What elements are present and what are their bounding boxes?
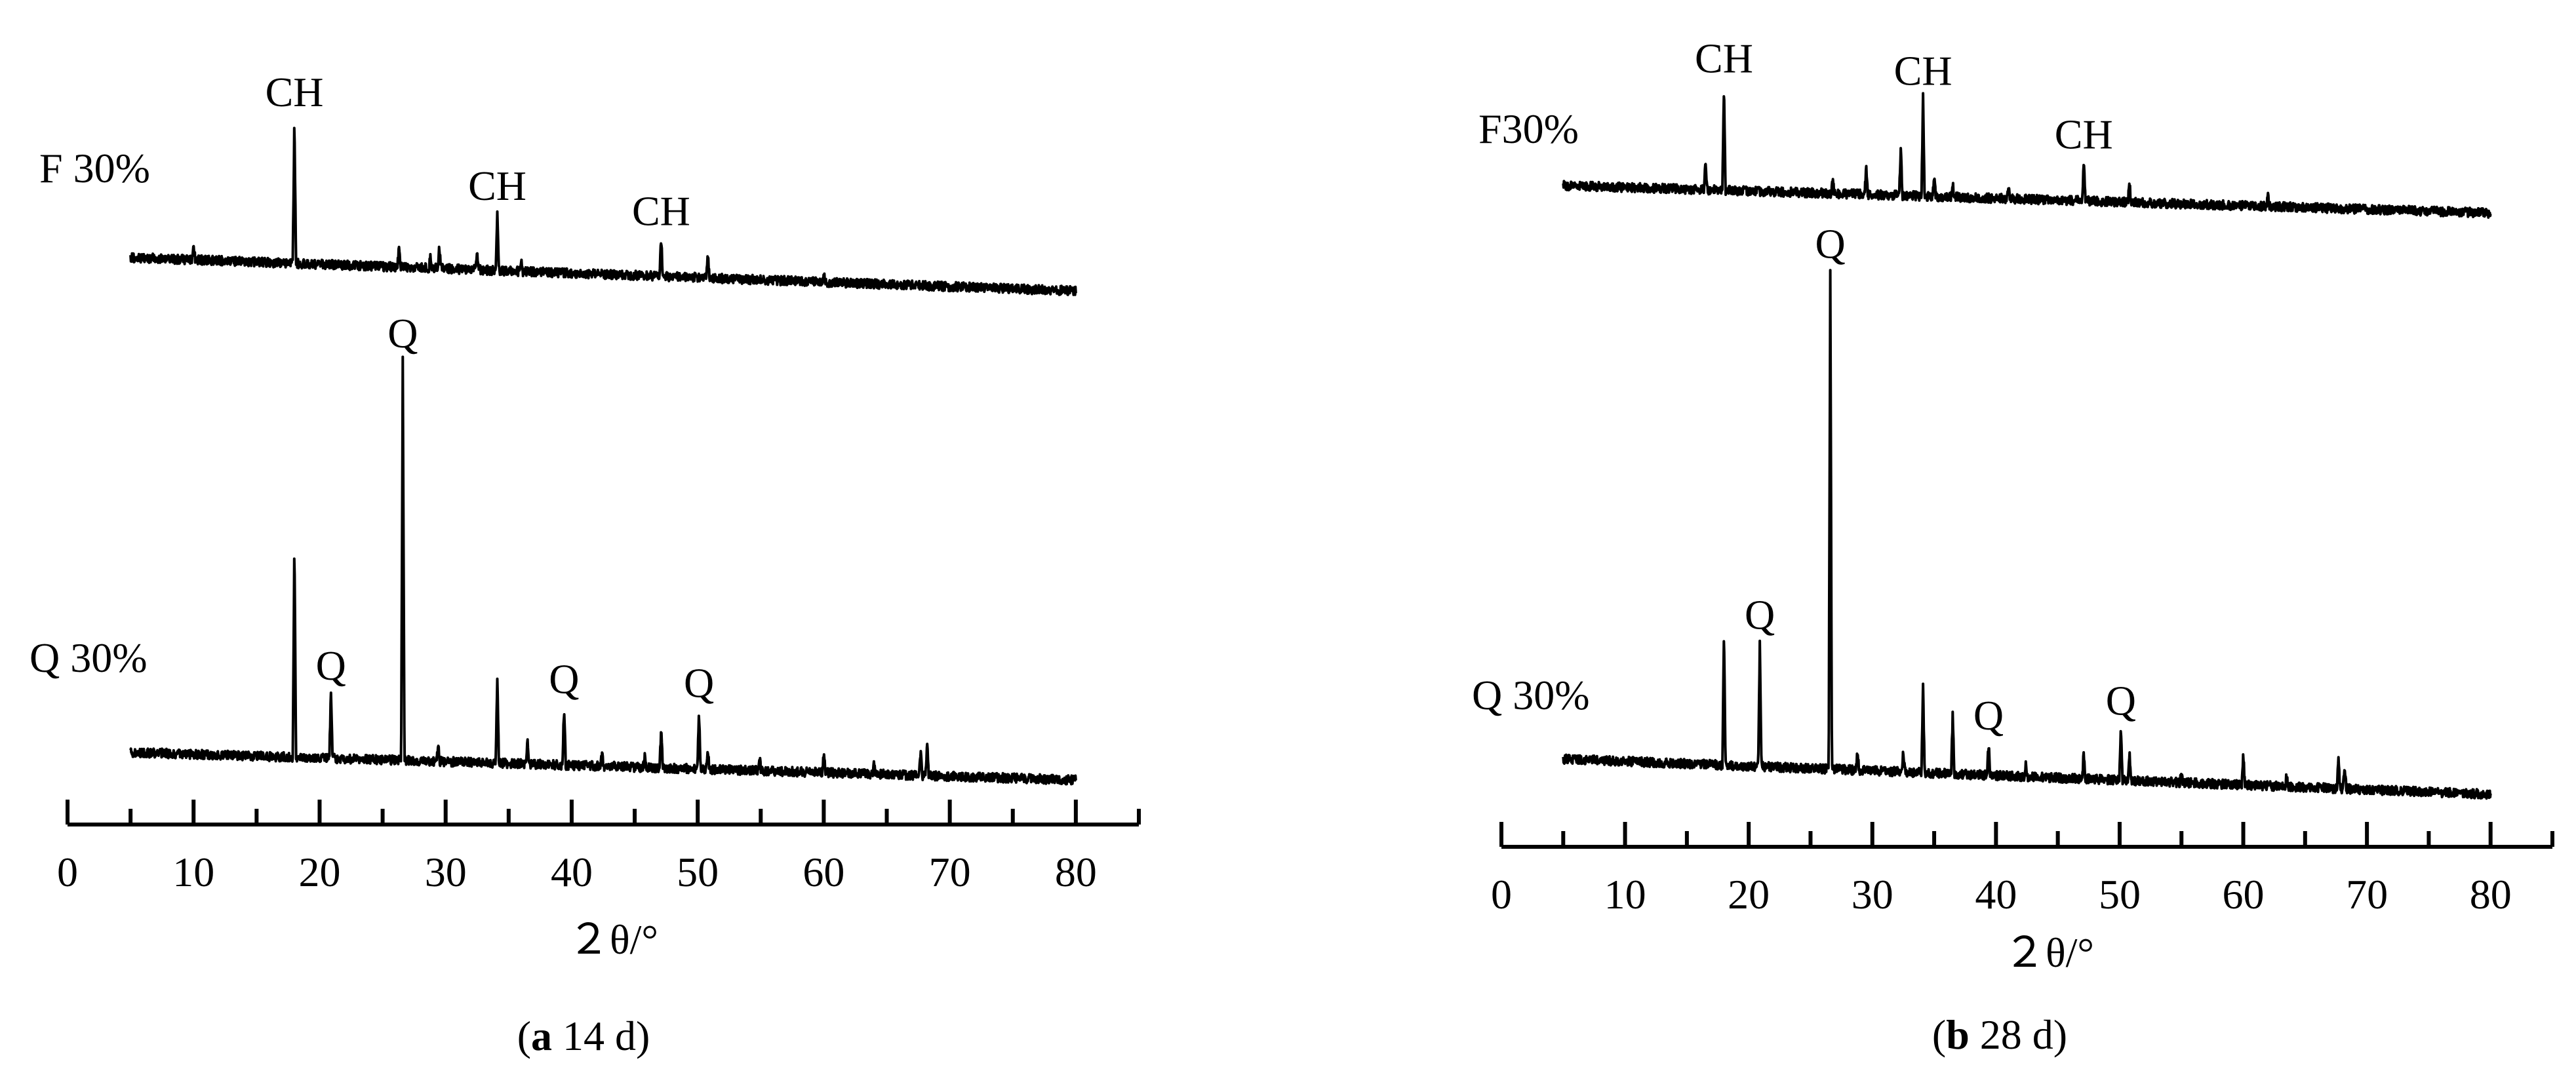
panel-a-series-label-f30: F 30%: [39, 145, 150, 191]
panel-b-x-tick-label: 20: [1728, 871, 1770, 918]
panel-a-peak-label-ch: CH: [632, 188, 690, 235]
panel-a-14d: F 30% Q 30% ２θ/° (a 14 d) 0 10 20 30 40 50 60 7…: [30, 69, 1141, 1059]
panel-b-caption-text: 28 d: [1970, 1011, 2053, 1058]
panel-b-peak-label-ch: CH: [1695, 35, 1753, 81]
panel-b-x-tick-label: 0: [1491, 871, 1512, 918]
panel-a-peak-label-ch: CH: [266, 69, 324, 115]
panel-b-x-tick-label: 70: [2346, 871, 2388, 918]
panel-b-peak-label-q: Q: [1745, 591, 1775, 638]
panel-a-caption-text: 14 d: [552, 1013, 636, 1059]
panel-a-peak-label-q: Q: [316, 642, 346, 689]
panel-b-x-tick-label: 60: [2223, 871, 2265, 918]
panel-a-x-tick-label: 0: [57, 849, 78, 895]
panel-b-x-tick-label: 80: [2470, 871, 2512, 918]
panel-b-x-tick-label: 10: [1604, 871, 1646, 918]
panel-b-caption: (b 28 d): [1932, 1011, 2067, 1058]
panel-a-caption-letter: a: [531, 1013, 552, 1059]
panel-b-x-tick-label: 40: [1975, 871, 2017, 918]
panel-b-x-tick-label: 50: [2099, 871, 2141, 918]
panel-a-x-tick-label: 20: [298, 849, 340, 895]
panel-b-caption-letter: b: [1946, 1011, 1970, 1058]
panel-b-peak-label-q: Q: [2106, 677, 2136, 724]
panel-b-peak-label-ch: CH: [1894, 47, 1952, 94]
panel-a-xlabel: ２θ/°: [568, 916, 658, 963]
panel-b-x-tick-label: 30: [1852, 871, 1893, 918]
panel-b-xlabel: ２θ/°: [2004, 929, 2094, 976]
panel-b-peak-label-ch: CH: [2055, 111, 2113, 158]
panel-a-peak-label-q: Q: [684, 659, 714, 706]
panel-b-peak-label-q: Q: [1815, 221, 1846, 267]
panel-b-28d: F30% Q 30% ２θ/° (b 28 d) 0 10 20 30 40 50 60 70…: [1472, 35, 2554, 1058]
panel-a-series-q30-curve: [129, 355, 1077, 786]
panel-a-peak-label-q: Q: [387, 310, 418, 357]
panel-a-series-f30-curve: [129, 126, 1077, 296]
panel-b-peak-label-q: Q: [1973, 692, 2004, 739]
panel-b-series-label-q30: Q 30%: [1472, 672, 1590, 718]
panel-a-series-label-q30: Q 30%: [30, 634, 148, 681]
panel-a-peak-label-ch: CH: [468, 163, 526, 209]
panel-a-x-tick-label: 40: [551, 849, 593, 895]
panel-a-x-tick-label: 60: [803, 849, 844, 895]
panel-a-x-tick-label: 10: [172, 849, 214, 895]
panel-b-series-q30-curve: [1562, 269, 2492, 800]
panel-a-x-tick-label: 50: [677, 849, 719, 895]
panel-a-peak-label-q: Q: [549, 655, 579, 702]
panel-a-caption: (a 14 d): [517, 1013, 650, 1059]
panel-b-series-f30-curve: [1562, 92, 2492, 219]
panel-a-x-tick-label: 80: [1055, 849, 1097, 895]
panel-b-series-label-f30: F30%: [1478, 106, 1579, 152]
panel-a-x-tick-label: 70: [929, 849, 971, 895]
panel-a-x-tick-label: 30: [425, 849, 467, 895]
